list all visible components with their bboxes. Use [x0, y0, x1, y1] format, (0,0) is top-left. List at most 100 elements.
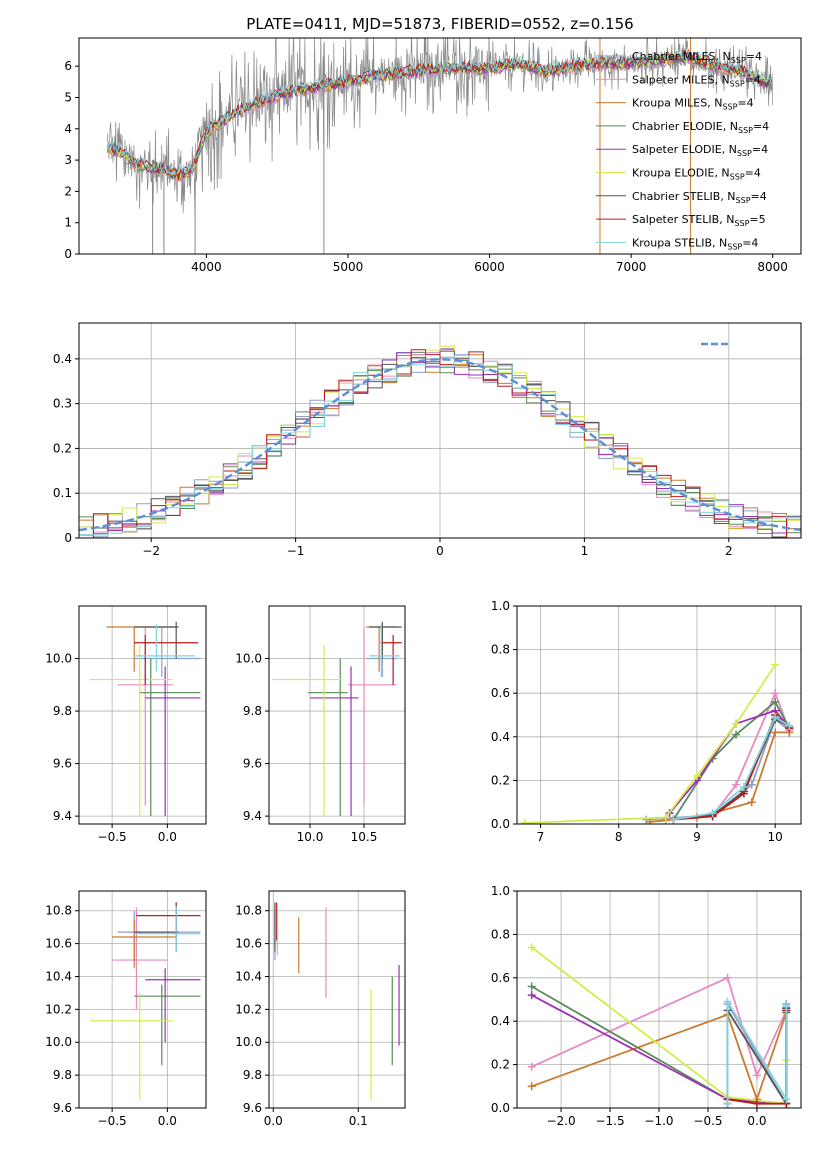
y-tick-label: 10.4 [235, 969, 262, 983]
axes-residuals: −2 −1 0 1 2 0 0.1 0.2 0.3 0.4 [53, 322, 802, 558]
series-marker [723, 1099, 732, 1108]
axes-mass-vs-ebv: 0.0 0.1 9.6 9.8 10.0 10.2 10.4 10.6 10.8 [235, 890, 406, 1128]
y-tick-label: 0.4 [491, 730, 510, 744]
x-tick-label: −0.5 [98, 1114, 127, 1128]
x-tick-label: 2 [725, 544, 733, 558]
x-tick-label: 10.0 [297, 830, 324, 844]
legend-nssp-sub: SSP [737, 149, 752, 158]
series-marker [771, 697, 780, 706]
legend-nssp-value: =4 [746, 50, 762, 63]
x-tick-label: 6000 [474, 260, 505, 274]
y-tick-label: 0.3 [53, 397, 72, 411]
legend-nssp-sub: SSP [738, 126, 753, 135]
x-tick-label: 10.5 [351, 830, 378, 844]
y-tick-label: 0.4 [53, 352, 72, 366]
y-tick-label: 9.6 [243, 1101, 262, 1115]
x-tick-label: 9 [693, 830, 701, 844]
series-marker [527, 982, 536, 991]
legend-nssp-label: , N [720, 190, 735, 203]
y-tick-label: 9.8 [243, 1068, 262, 1082]
y-tick-label: 10.4 [45, 969, 72, 983]
series-marker [771, 689, 780, 698]
y-tick-label: 2 [64, 184, 72, 198]
y-tick-label: 0.0 [491, 1101, 510, 1115]
series-marker [723, 973, 732, 982]
x-tick-label: 0.0 [747, 1114, 766, 1128]
series-marker [692, 772, 701, 781]
series-marker [661, 813, 670, 822]
axes-frame [78, 605, 207, 825]
y-tick-label: 9.8 [53, 704, 72, 718]
plot-area [517, 891, 801, 1108]
legend-nssp-sub: SSP [727, 242, 742, 251]
axes-age-vs-mass: 10.0 10.5 9.4 9.6 9.8 10.0 [235, 605, 406, 844]
x-tick-label: −2.0 [546, 1114, 575, 1128]
legend-entry: Salpeter MILES, NSSP=4 [632, 73, 761, 88]
axes-weight-vs-Z: −2.0 −1.5 −1.0 −0.5 0.0 0.0 0.2 0.4 0.6 0.8 1.0 [491, 884, 802, 1128]
y-tick-label: 10.2 [45, 1002, 72, 1016]
legend-model: Salpeter ELODIE [632, 143, 722, 156]
y-tick-label: 0.2 [491, 773, 510, 787]
x-tick-label: −1.5 [595, 1114, 624, 1128]
y-tick-label: 10.0 [45, 652, 72, 666]
legend-model: Kroupa MILES [632, 97, 707, 110]
legend-entry: Chabrier STELIB, NSSP=4 [632, 190, 767, 205]
y-tick-label: 9.6 [53, 757, 72, 771]
legend-nssp-label: , N [712, 236, 727, 249]
series-marker [708, 809, 717, 818]
legend-model: Chabrier STELIB [632, 190, 720, 203]
y-tick-label: 3 [64, 153, 72, 167]
series-line [531, 1012, 788, 1103]
x-tick-label: −1.0 [644, 1114, 673, 1128]
axes-frame [78, 37, 802, 255]
plot-area [517, 606, 801, 824]
x-tick-label: 0.0 [264, 1114, 283, 1128]
legend-model: Salpeter MILES [632, 73, 714, 86]
legend-entry: Chabrier ELODIE, NSSP=4 [632, 120, 769, 135]
axes-frame [268, 605, 406, 825]
x-tick-label: −0.5 [98, 830, 127, 844]
legend-nssp-sub: SSP [736, 196, 751, 205]
legend-model: Salpeter STELIB [632, 213, 719, 226]
legend-nssp-label: , N [714, 73, 729, 86]
axes-mass-vs-Z: −0.5 0.0 9.6 9.8 10.0 10.2 10.4 10.6 10.8 [45, 890, 207, 1128]
y-tick-label: 10.8 [45, 904, 72, 918]
legend-nssp-label: , N [707, 97, 722, 110]
y-tick-label: 0 [64, 247, 72, 261]
plot-area [106, 38, 774, 254]
legend-entry: Salpeter STELIB, NSSP=5 [632, 213, 766, 228]
legend-nssp-label: , N [722, 143, 737, 156]
legend-nssp-value: =4 [737, 97, 753, 110]
legend-entry: Kroupa STELIB, NSSP=4 [632, 236, 758, 251]
series-marker [527, 1082, 536, 1091]
x-tick-label: 7000 [616, 260, 647, 274]
y-tick-label: 10.0 [45, 1035, 72, 1049]
series-marker [771, 713, 780, 722]
x-tick-label: 0.0 [158, 1114, 177, 1128]
x-tick-label: 5000 [333, 260, 364, 274]
y-tick-label: 0.8 [491, 927, 510, 941]
legend-nssp-value: =4 [742, 236, 758, 249]
series-marker [747, 798, 756, 807]
series-marker [527, 1062, 536, 1071]
legend-model: Kroupa ELODIE [632, 167, 714, 180]
legend-entry: Kroupa ELODIE, NSSP=4 [632, 167, 761, 182]
series-marker [771, 660, 780, 669]
series-marker [747, 780, 756, 789]
y-tick-label: 9.6 [243, 757, 262, 771]
y-tick-label: 4 [64, 122, 72, 136]
series-marker [782, 1095, 791, 1104]
x-tick-label: −1 [287, 544, 305, 558]
legend-nssp-sub: SSP [730, 79, 745, 88]
model-line-kroupa-stelib [106, 49, 773, 177]
legend-nssp-value: =4 [753, 120, 769, 133]
y-tick-label: 0.8 [491, 643, 510, 657]
y-tick-label: 9.6 [53, 1101, 72, 1115]
series-marker [520, 818, 529, 824]
series-marker [732, 730, 741, 739]
legend-model: Chabrier MILES [632, 50, 716, 63]
legend-nssp-label: , N [719, 213, 734, 226]
y-tick-label: 0.1 [53, 486, 72, 500]
y-tick-label: 0.6 [491, 686, 510, 700]
